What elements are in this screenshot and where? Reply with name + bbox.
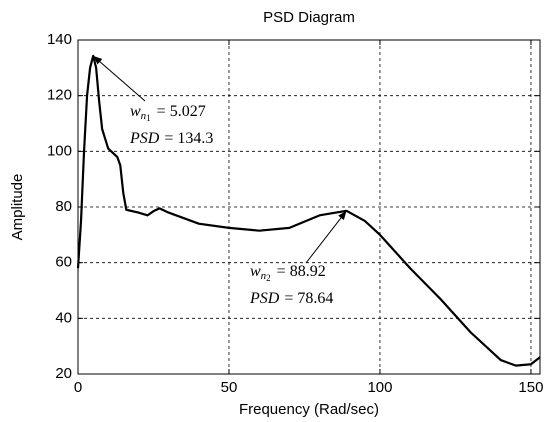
x-tick-label: 100 [367,379,392,396]
annotation-value: = 5.027 [157,103,206,120]
annotation-text: wn1 = 5.027 [130,103,206,123]
x-tick-label: 150 [518,379,543,396]
y-axis-label: Amplitude [9,174,26,241]
y-tick-label: 100 [47,142,72,159]
annotation-symbol: w [250,263,261,280]
x-tick-label: 50 [221,379,238,396]
annotation-arrow [92,55,146,102]
y-tick-label: 60 [55,254,72,271]
annotation-text: PSD = 134.3 [129,130,213,147]
y-tick-label: 20 [55,365,72,382]
y-tick-label: 40 [55,309,72,326]
annotation-symbol: w [130,103,141,120]
annotation-text: PSD = 78.64 [249,290,333,307]
annotation-arrow [305,210,347,264]
x-tick-label: 0 [74,379,82,396]
annotation-value: = 88.92 [277,263,326,280]
annotation-sub: n [141,110,147,122]
annotation-subsub: 1 [146,113,151,123]
annotation-psd-value: = 78.64 [284,290,333,307]
plot-frame [77,39,541,375]
annotation-subsub: 2 [266,273,271,283]
x-axis-label: Frequency (Rad/sec) [239,401,379,418]
y-tick-label: 120 [47,87,72,104]
y-tick-label: 80 [55,198,72,215]
annotation-psd: PSD [129,130,160,147]
annotation-psd-value: = 134.3 [164,130,213,147]
y-tick-label: 140 [47,31,72,48]
annotation-sub: n [261,270,267,282]
chart-title: PSD Diagram [263,9,355,26]
annotation-text: wn2 = 88.92 [250,263,326,283]
annotation-psd: PSD [249,290,280,307]
